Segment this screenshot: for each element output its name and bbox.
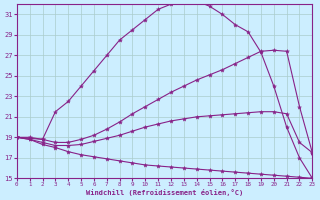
X-axis label: Windchill (Refroidissement éolien,°C): Windchill (Refroidissement éolien,°C) [86, 189, 243, 196]
